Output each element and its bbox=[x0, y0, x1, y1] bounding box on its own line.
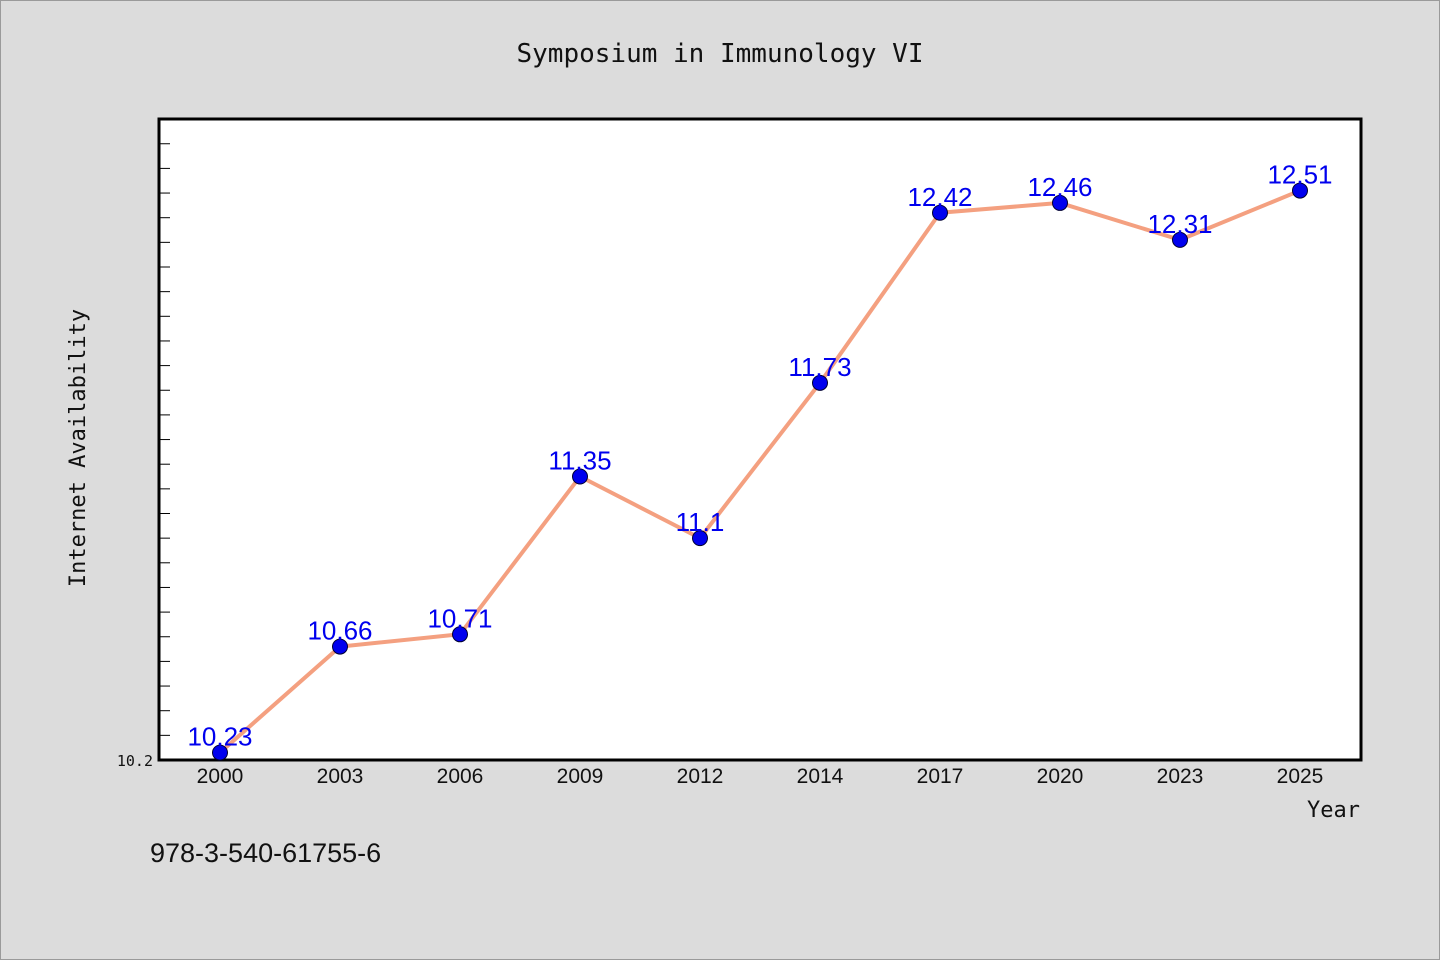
data-point bbox=[692, 530, 708, 547]
data-label: 12.42 bbox=[907, 182, 972, 212]
y-axis-ticks bbox=[159, 143, 170, 761]
x-tick-label: 2000 bbox=[197, 765, 244, 788]
data-point bbox=[1172, 231, 1188, 248]
data-label: 12.46 bbox=[1027, 172, 1092, 202]
data-label: 10.23 bbox=[187, 722, 252, 752]
x-tick-label: 2025 bbox=[1277, 765, 1324, 788]
data-point bbox=[572, 468, 588, 485]
data-label: 12.51 bbox=[1267, 160, 1332, 190]
x-tick-label: 2009 bbox=[557, 765, 604, 788]
data-label: 11.73 bbox=[788, 352, 851, 382]
data-point bbox=[332, 638, 348, 655]
x-axis-tick-labels: 2000 2003 2006 2009 2012 2014 2017 2020 2023 2025 bbox=[197, 765, 1324, 788]
plot-area bbox=[157, 117, 1363, 762]
x-tick-label: 2003 bbox=[317, 765, 364, 788]
data-label: 10.66 bbox=[307, 616, 372, 646]
data-point bbox=[812, 374, 828, 391]
data-label: 11.35 bbox=[548, 446, 611, 476]
isbn-footer: 978-3-540-61755-6 bbox=[150, 838, 381, 868]
y-tick-label: 10.2 bbox=[117, 752, 153, 770]
x-tick-label: 2020 bbox=[1037, 765, 1084, 788]
data-point bbox=[932, 204, 948, 221]
data-point bbox=[1052, 194, 1068, 211]
data-point bbox=[212, 744, 228, 761]
data-label: 10.71 bbox=[427, 603, 492, 633]
data-point bbox=[1292, 182, 1308, 199]
x-tick-label: 2014 bbox=[797, 765, 844, 788]
x-tick-label: 2006 bbox=[437, 765, 484, 788]
y-axis-label: Internet Availability bbox=[66, 309, 91, 587]
x-tick-label: 2012 bbox=[677, 765, 724, 788]
data-markers bbox=[212, 182, 1308, 761]
series-line bbox=[218, 188, 1301, 755]
chart-title: Symposium in Immunology VI bbox=[517, 39, 924, 69]
x-tick-label: 2017 bbox=[917, 765, 964, 788]
data-label: 12.31 bbox=[1147, 209, 1212, 239]
data-label: 11.1 bbox=[676, 507, 725, 537]
x-tick-label: 2023 bbox=[1157, 765, 1204, 788]
x-axis-label: Year bbox=[1307, 798, 1360, 823]
data-point bbox=[452, 626, 468, 643]
data-labels: 10.23 10.66 10.71 11.35 11.1 11.73 12.42 12.46 1… bbox=[187, 160, 1332, 752]
